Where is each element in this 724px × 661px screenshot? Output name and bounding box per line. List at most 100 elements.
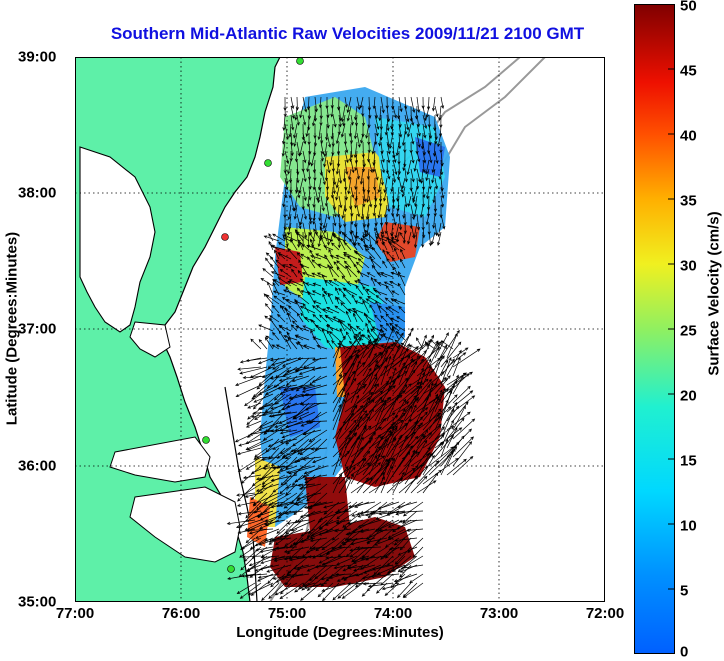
velocity-arrow [272, 290, 286, 296]
velocity-arrow [371, 141, 376, 155]
velocity-arrow [281, 264, 292, 269]
velocity-arrow [289, 150, 293, 162]
velocity-arrow [407, 231, 412, 245]
velocity-arrow [392, 408, 406, 431]
velocity-arrow [389, 281, 400, 287]
velocity-arrow [326, 132, 332, 148]
velocity-arrow [372, 564, 394, 571]
velocity-arrow [356, 340, 377, 359]
velocity-arrow [452, 374, 464, 395]
velocity-arrow [380, 465, 393, 494]
velocity-arrow [287, 204, 292, 221]
velocity-arrow [315, 537, 334, 552]
velocity-arrow [338, 168, 343, 184]
velocity-arrow [375, 240, 382, 251]
velocity-arrow [422, 472, 439, 494]
velocity-arrow [350, 537, 376, 546]
velocity-arrow [272, 233, 286, 242]
velocity-arrow [398, 343, 410, 368]
velocity-arrow [401, 186, 406, 198]
velocity-arrow [395, 330, 406, 341]
velocity-arrow [377, 501, 400, 510]
velocity-arrow [362, 352, 377, 377]
velocity-arrow [403, 150, 407, 168]
velocity-arrow [252, 393, 268, 410]
velocity-arrow [311, 272, 322, 278]
velocity-arrow [393, 528, 418, 546]
velocity-arrow [386, 555, 400, 567]
velocity-arrow [246, 438, 274, 451]
velocity-arrow [416, 480, 437, 494]
velocity-arrow [419, 204, 424, 219]
velocity-arrow [380, 168, 385, 186]
velocity-arrow [388, 546, 406, 551]
velocity-arrow [333, 278, 346, 287]
velocity-arrow [368, 159, 374, 174]
velocity-arrow [398, 177, 404, 194]
velocity-arrow [281, 429, 304, 439]
velocity-arrow [346, 96, 352, 114]
velocity-arrow [452, 356, 461, 377]
velocity-arrow [241, 555, 262, 559]
velocity-arrow [255, 456, 274, 460]
velocity-arrow [379, 324, 388, 332]
velocity-arrow [236, 492, 256, 497]
velocity-arrow [398, 354, 411, 377]
velocity-arrow [416, 96, 421, 113]
velocity-arrow [250, 411, 280, 419]
velocity-arrow [275, 344, 286, 350]
velocity-arrow [293, 411, 310, 420]
velocity-arrow [326, 339, 334, 350]
velocity-arrow [270, 474, 298, 482]
velocity-arrow [407, 195, 412, 207]
velocity-arrow [428, 150, 433, 164]
velocity-arrow [278, 325, 292, 332]
velocity-arrow [389, 322, 400, 332]
velocity-arrow [293, 123, 298, 139]
velocity-arrow [357, 519, 382, 528]
velocity-arrow [405, 528, 424, 532]
velocity-arrow [319, 235, 334, 242]
velocity-arrow [332, 420, 346, 449]
velocity-arrow [298, 411, 316, 420]
velocity-arrow [332, 213, 337, 227]
velocity-arrow [274, 420, 298, 428]
velocity-arrow [338, 419, 357, 440]
velocity-arrow [428, 377, 447, 395]
velocity-arrow [290, 573, 310, 579]
velocity-arrow [353, 105, 358, 121]
velocity-arrow [380, 414, 399, 431]
y-tick-label: 36:00 [18, 457, 57, 475]
velocity-arrow [246, 564, 262, 572]
velocity-arrow [404, 340, 432, 359]
map-grid [75, 57, 605, 602]
velocity-arrow [326, 204, 331, 221]
velocity-arrow [410, 475, 428, 494]
velocity-arrow [290, 324, 298, 332]
velocity-arrow [287, 281, 298, 287]
velocity-arrow [392, 434, 408, 467]
velocity-arrow [413, 204, 418, 218]
velocity-arrow [338, 287, 346, 296]
velocity-arrow [294, 298, 304, 314]
velocity-arrow [398, 96, 403, 113]
velocity-arrow [362, 373, 378, 395]
velocity-arrow [378, 132, 382, 147]
velocity-arrow [350, 159, 355, 174]
velocity-arrow [398, 519, 424, 523]
velocity-arrow [352, 555, 376, 564]
velocity-arrow [285, 299, 298, 305]
velocity-arrow [425, 159, 430, 175]
velocity-arrow [235, 375, 262, 386]
velocity-arrow [446, 349, 462, 377]
velocity-arrow [365, 204, 370, 221]
velocity-arrow [317, 177, 322, 191]
velocity-arrow [325, 177, 330, 191]
velocity-arrow [277, 252, 292, 260]
velocity-arrow [306, 159, 310, 173]
velocity-arrow [425, 168, 430, 182]
velocity-arrow [354, 150, 359, 165]
velocity-arrow [367, 582, 394, 588]
velocity-arrow [274, 546, 298, 550]
velocity-arrow [421, 195, 425, 208]
